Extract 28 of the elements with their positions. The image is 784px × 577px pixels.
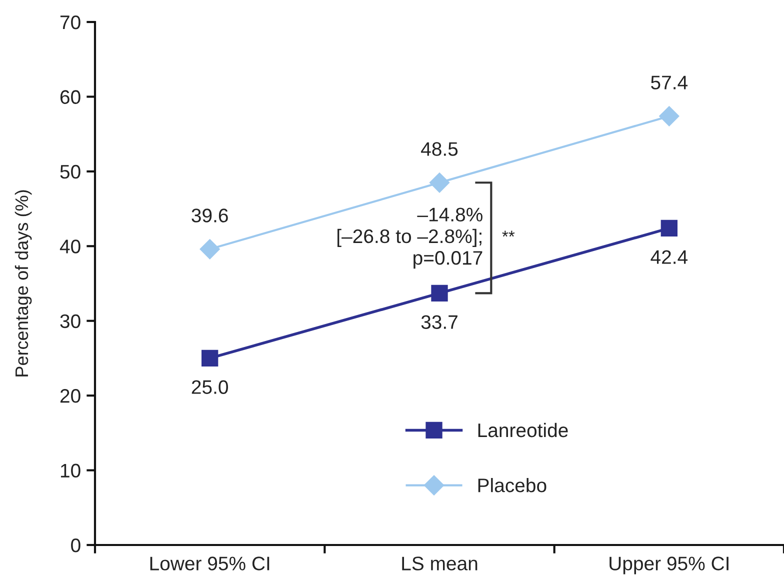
point (202, 350, 218, 367)
x-tick-label: Lower 95% CI (150, 556, 270, 570)
point (200, 239, 220, 260)
x-tick-label: Upper 95% CI (610, 556, 728, 574)
y-tick-label: 20 (60, 389, 80, 403)
y-tick-label: 50 (60, 164, 80, 179)
y-tick-label: 0 (71, 538, 80, 552)
y-tick-label: 60 (60, 90, 80, 104)
data-label: 42.4 (650, 250, 688, 264)
data-label: 57.4 (651, 76, 688, 90)
data-label: 48.5 (421, 142, 458, 156)
data-label: 25.0 (192, 380, 228, 394)
y-tick-label: 30 (60, 314, 80, 328)
annotation: –14.8% [–26.8 to –2.8%]; p=0.017 (338, 208, 482, 269)
y-tick-label: 10 (60, 464, 80, 478)
legend-label: Placebo (478, 478, 546, 492)
legend-label: Lanreotide (478, 422, 568, 438)
annotation: ** (502, 230, 515, 237)
point (659, 106, 680, 126)
data-label: 39.6 (192, 208, 228, 222)
point (429, 172, 450, 193)
y-tick-label: 40 (60, 240, 80, 254)
point (660, 220, 678, 237)
x-tick-label: LS mean (402, 556, 478, 570)
y-axis-title: Percentage of days (%) (14, 190, 32, 376)
data-label: 33.7 (421, 315, 458, 329)
y-tick-label: 70 (60, 15, 80, 30)
point (431, 284, 448, 302)
